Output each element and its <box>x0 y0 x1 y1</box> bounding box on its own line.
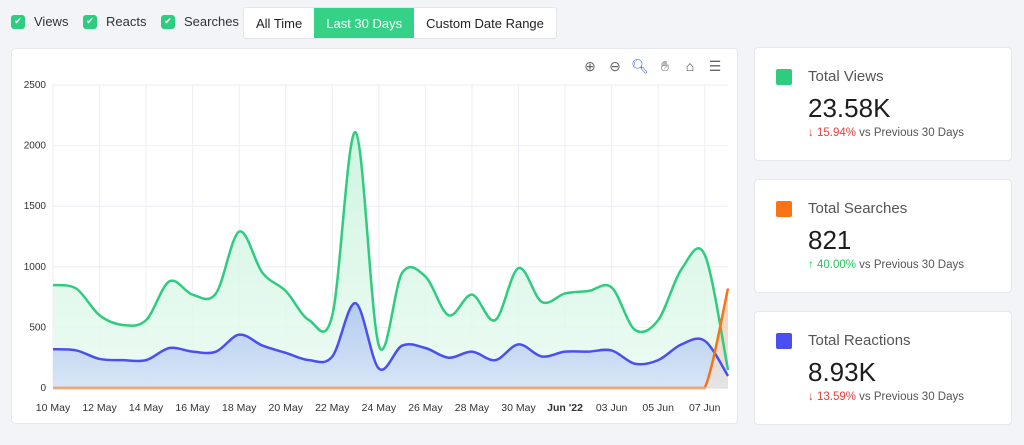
chart-panel: 0 500 1000 1500 2000 2500 10 May 12 May 14 May 16… <box>11 48 738 424</box>
card-value: 23.58K <box>808 93 891 123</box>
checkbox-checked-icon[interactable]: ✔ <box>11 14 25 29</box>
comparison-label: vs Previous 30 Days <box>859 391 964 403</box>
line-views <box>52 131 730 371</box>
card-value: 821 <box>808 225 852 255</box>
x-tick-label: 30 May <box>501 402 536 414</box>
legend-swatch <box>776 333 792 349</box>
card-title: Total Reactions <box>808 332 911 349</box>
range-custom-date-range[interactable]: Custom Date Range <box>426 15 544 31</box>
zoom-out-icon[interactable]: ⊖ <box>609 57 621 74</box>
x-tick-label: 26 May <box>408 402 443 414</box>
x-tick-label: 07 Jun <box>689 402 721 414</box>
x-tick-label: 18 May <box>222 402 257 414</box>
zoom-in-icon[interactable]: ⊕ <box>584 57 596 74</box>
y-tick-label: 1000 <box>24 262 47 273</box>
y-tick-label: 0 <box>40 383 46 394</box>
filter-label: Reacts <box>106 14 147 29</box>
arrow-down-icon: ↓ <box>808 391 814 403</box>
x-tick-label: 03 Jun <box>596 402 628 414</box>
range-last-30-days[interactable]: Last 30 Days <box>314 8 415 38</box>
change-percent: 40.00% <box>816 259 856 271</box>
x-tick-label: 14 May <box>129 402 164 414</box>
legend-swatch <box>776 69 792 85</box>
comparison-label: vs Previous 30 Days <box>859 127 964 139</box>
area-views <box>53 132 728 388</box>
filter-label: Searches <box>184 14 239 29</box>
card-title: Total Searches <box>808 200 908 217</box>
home-reset-icon[interactable]: ⌂ <box>685 58 695 74</box>
filter-searches[interactable]: ✔ Searches <box>161 14 239 29</box>
y-tick-label: 500 <box>29 322 46 333</box>
x-tick-label: 12 May <box>82 402 117 414</box>
y-tick-label: 1500 <box>24 201 47 212</box>
menu-icon[interactable]: ☰ <box>708 57 722 74</box>
selection-zoom-icon[interactable]: 🔍︎ <box>631 57 649 74</box>
stat-card-total-searches: Total Searches 821 ↑ 40.00% vs Previous … <box>754 179 1012 293</box>
card-title: Total Views <box>808 68 884 85</box>
x-tick-label: 20 May <box>269 402 304 414</box>
x-tick-label: Jun '22 <box>547 402 583 414</box>
filter-label: Views <box>34 14 69 29</box>
x-tick-label: 10 May <box>36 402 71 414</box>
line-reacts <box>52 301 730 377</box>
date-range-selector: All Time Last 30 Days Custom Date Range <box>243 7 557 39</box>
stat-card-total-views: Total Views 23.58K ↓ 15.94% vs Previous … <box>754 47 1012 161</box>
x-tick-label: 16 May <box>175 402 210 414</box>
pan-hand-icon[interactable]: ✋︎ <box>661 57 669 74</box>
arrow-down-icon: ↓ <box>808 127 814 139</box>
arrow-up-icon: ↑ <box>808 259 814 271</box>
checkbox-checked-icon[interactable]: ✔ <box>161 14 175 29</box>
line-chart: 0 500 1000 1500 2000 2500 10 May 12 May 14 May 16… <box>24 80 730 414</box>
comparison-label: vs Previous 30 Days <box>859 259 964 271</box>
x-tick-label: 22 May <box>315 402 350 414</box>
change-percent: 13.59% <box>816 391 856 403</box>
x-tick-label: 24 May <box>362 402 397 414</box>
card-value: 8.93K <box>808 357 876 387</box>
x-tick-label: 05 Jun <box>642 402 674 414</box>
stat-card-total-reactions: Total Reactions 8.93K ↓ 13.59% vs Previo… <box>754 311 1012 425</box>
area-reacts <box>53 303 728 388</box>
checkbox-checked-icon[interactable]: ✔ <box>83 14 97 29</box>
legend-swatch <box>776 201 792 217</box>
x-tick-label: 28 May <box>455 402 490 414</box>
y-tick-label: 2500 <box>24 80 47 91</box>
y-tick-label: 2000 <box>24 141 47 152</box>
chart-toolbar: ⊕ ⊖ 🔍︎ ✋︎ ⌂ ☰ <box>582 57 723 75</box>
range-all-time[interactable]: All Time <box>256 15 303 31</box>
filter-reacts[interactable]: ✔ Reacts <box>83 14 146 29</box>
filter-views[interactable]: ✔ Views <box>11 14 68 29</box>
change-percent: 15.94% <box>816 127 856 139</box>
